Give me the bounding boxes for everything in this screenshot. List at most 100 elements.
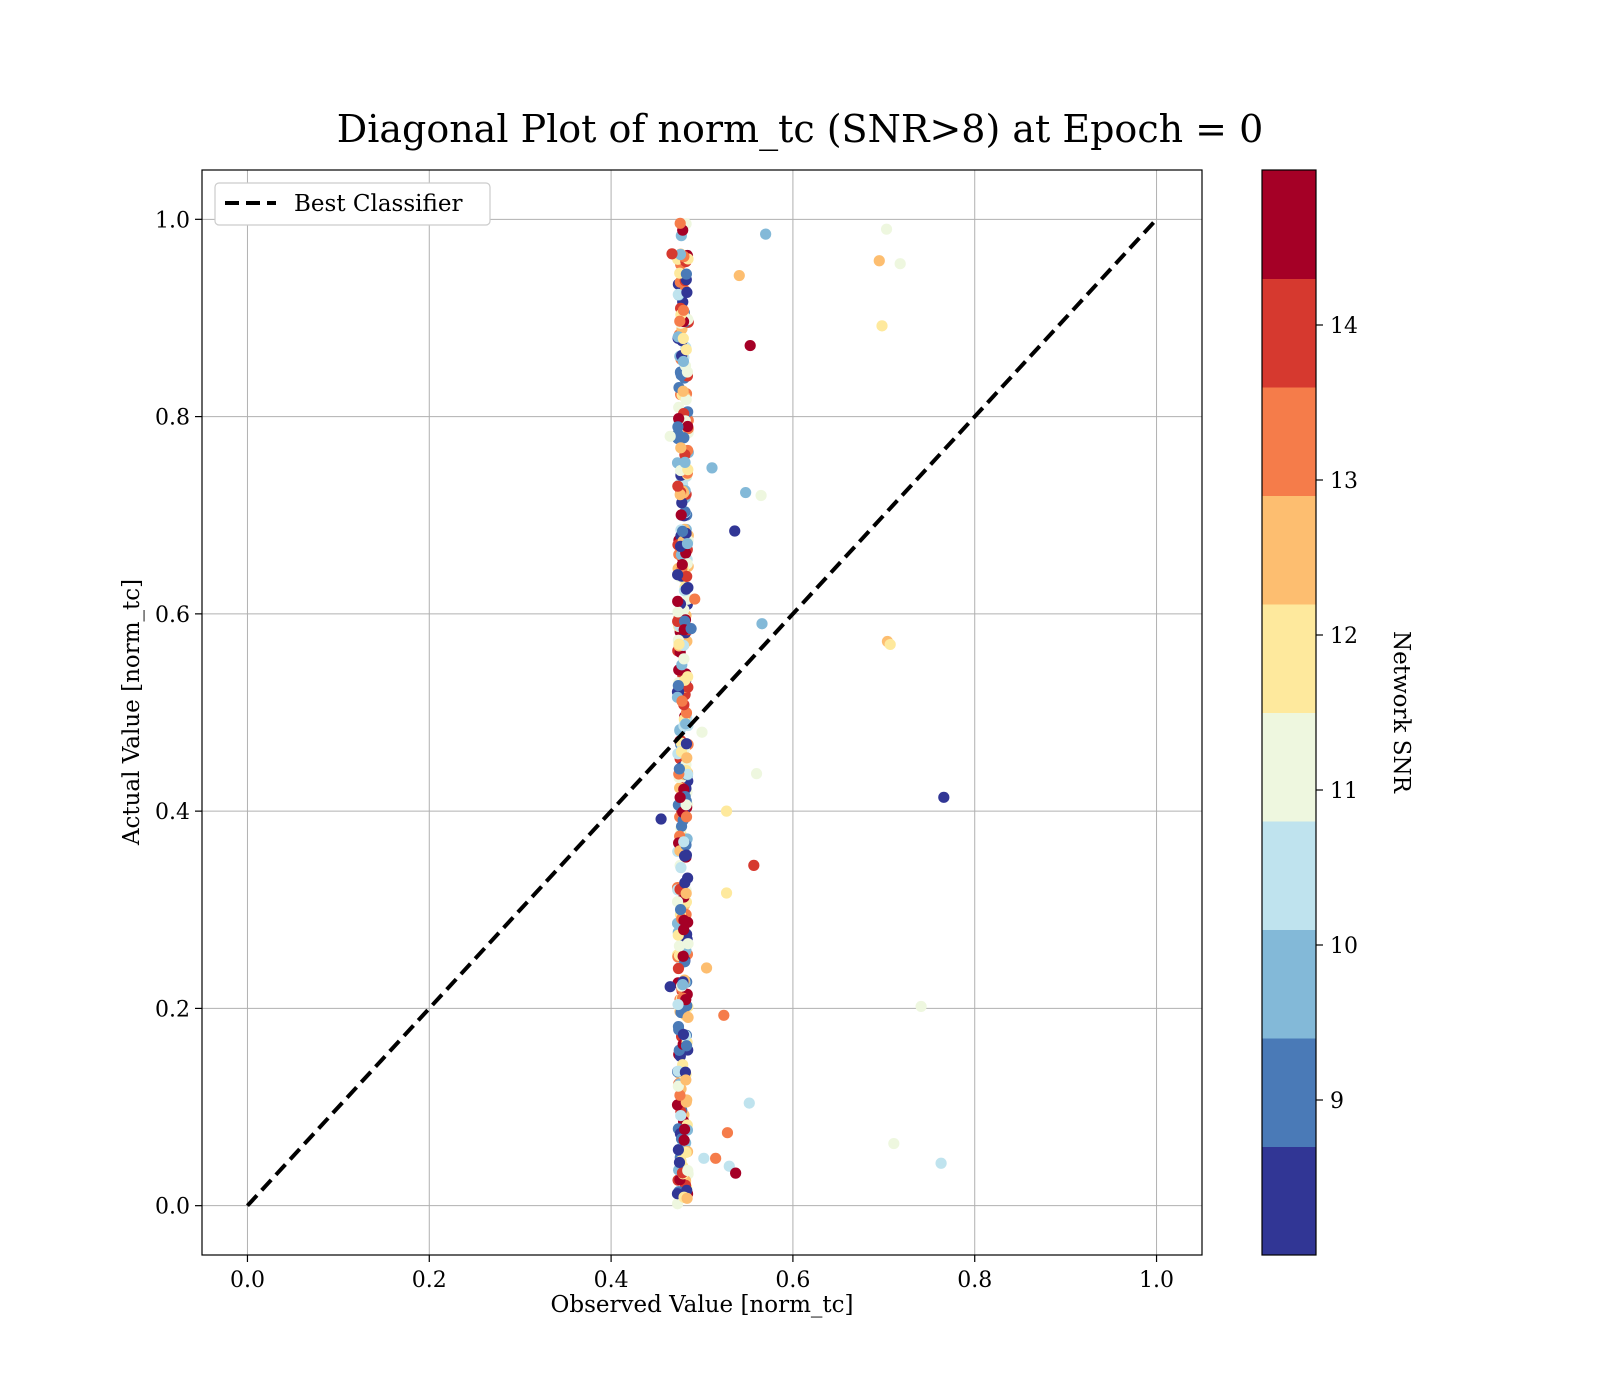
- data-point: [674, 489, 686, 501]
- data-point: [680, 811, 693, 823]
- colorbar-label: Network SNR: [1388, 631, 1414, 794]
- data-point: [679, 877, 691, 889]
- x-tick-label: 0.2: [412, 1268, 447, 1293]
- data-point: [718, 1009, 730, 1021]
- data-point: [729, 525, 741, 537]
- data-point: [679, 456, 691, 468]
- colorbar-tick-label: 12: [1330, 624, 1358, 649]
- data-point: [675, 442, 687, 454]
- data-point: [673, 638, 685, 650]
- data-point: [677, 304, 690, 316]
- data-point: [674, 315, 686, 327]
- data-point: [682, 1164, 694, 1177]
- data-point: [680, 1074, 692, 1086]
- data-point: [915, 1000, 927, 1013]
- data-point: [678, 1134, 690, 1146]
- data-point: [678, 914, 690, 927]
- data-point: [676, 525, 689, 537]
- colorbar-tick-label: 9: [1330, 1089, 1344, 1114]
- data-point: [681, 752, 693, 764]
- data-point: [674, 1089, 686, 1101]
- data-point: [680, 887, 692, 900]
- y-tick-label: 0.6: [155, 603, 190, 628]
- data-point: [672, 998, 684, 1011]
- data-point: [678, 653, 690, 665]
- data-point: [682, 938, 694, 950]
- data-point: [743, 1097, 755, 1109]
- data-point: [748, 859, 760, 871]
- data-point: [720, 805, 733, 817]
- data-point: [760, 228, 772, 240]
- data-point: [675, 509, 687, 521]
- x-tick-label: 0.0: [230, 1268, 265, 1293]
- data-point: [681, 537, 694, 550]
- data-point: [675, 862, 687, 874]
- colorbar-segment: [1262, 712, 1316, 822]
- data-point: [664, 430, 676, 442]
- data-point: [682, 1011, 694, 1023]
- data-point: [710, 1152, 722, 1164]
- data-point: [696, 726, 708, 738]
- plot-frame: [201, 169, 1203, 1256]
- x-axis-label: Observed Value [norm_tc]: [551, 1292, 854, 1318]
- data-point: [750, 768, 763, 780]
- chart-title: Diagonal Plot of norm_tc (SNR>8) at Epoc…: [337, 107, 1264, 152]
- x-tick-label: 1.0: [1139, 1268, 1174, 1293]
- legend-label: Best Classifier: [294, 191, 462, 217]
- colorbar-segment: [1262, 929, 1316, 1039]
- data-point: [672, 679, 684, 692]
- colorbar-segment: [1262, 1038, 1316, 1147]
- colorbar-tick-label: 14: [1330, 314, 1358, 339]
- legend: Best Classifier: [214, 182, 491, 226]
- x-tick-label: 0.8: [957, 1268, 992, 1293]
- y-tick-label: 0.8: [155, 406, 190, 431]
- data-point: [730, 1167, 742, 1179]
- data-point: [672, 595, 684, 607]
- data-point: [700, 962, 713, 974]
- data-point: [740, 486, 752, 499]
- y-tick-label: 1.0: [155, 208, 190, 233]
- data-point: [673, 1156, 686, 1169]
- data-point: [673, 413, 685, 425]
- data-point: [721, 1127, 734, 1139]
- data-point: [673, 763, 685, 775]
- data-point: [873, 255, 885, 267]
- data-point: [674, 904, 687, 916]
- data-point: [733, 269, 745, 282]
- data-point: [880, 223, 893, 235]
- data-point: [673, 940, 686, 952]
- colorbar-segment: [1262, 821, 1316, 930]
- data-point: [884, 638, 896, 651]
- colorbar-ticks: 9 10 11 12 13 14: [1316, 314, 1358, 1114]
- data-point: [756, 618, 768, 630]
- best-classifier-line: [245, 217, 1159, 1208]
- colorbar-segment: [1262, 1146, 1316, 1256]
- data-point: [681, 366, 694, 378]
- data-point: [720, 887, 733, 899]
- colorbar-segment: [1262, 387, 1316, 496]
- data-point: [685, 623, 697, 635]
- data-point: [698, 1152, 710, 1164]
- data-point: [672, 569, 684, 581]
- data-point: [677, 1028, 690, 1041]
- data-point: [680, 268, 692, 280]
- data-point: [677, 385, 689, 397]
- data-point: [676, 695, 688, 707]
- data-point: [674, 217, 686, 229]
- data-point: [672, 421, 684, 433]
- data-point: [664, 981, 676, 993]
- colorbar-tick-label: 13: [1330, 469, 1358, 494]
- data-point: [679, 615, 691, 627]
- data-point: [674, 791, 686, 804]
- data-point: [935, 1157, 947, 1169]
- data-point: [680, 344, 692, 356]
- data-point: [672, 962, 685, 975]
- colorbar-segment: [1262, 495, 1316, 605]
- data-point: [876, 320, 888, 332]
- scatter-points: [655, 217, 950, 1210]
- colorbar-segment: [1262, 170, 1316, 279]
- data-point: [681, 570, 693, 583]
- data-point: [674, 248, 687, 261]
- colorbar-segment: [1262, 604, 1316, 713]
